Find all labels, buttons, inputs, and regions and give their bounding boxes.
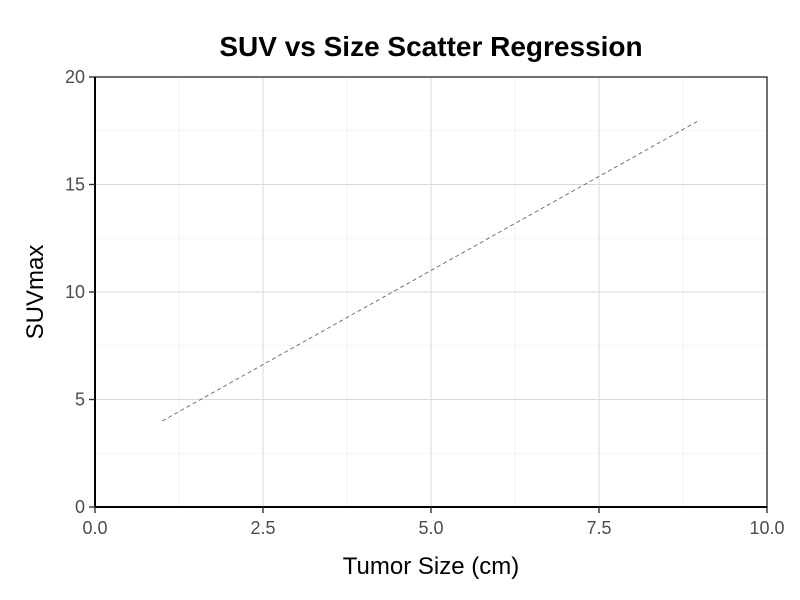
y-tick-label: 5	[75, 390, 85, 410]
x-tick-label: 7.5	[586, 518, 611, 538]
y-tick-label: 10	[65, 282, 85, 302]
regression-line	[161, 119, 701, 422]
y-tick-label: 15	[65, 175, 85, 195]
chart-title: SUV vs Size Scatter Regression	[219, 31, 642, 62]
axis-ticks: 0.0 2.5 5.0 7.5 10.0 0 5 10 15 20	[65, 67, 785, 538]
y-tick-label: 0	[75, 497, 85, 517]
x-axis-label: Tumor Size (cm)	[343, 553, 519, 580]
x-tick-label: 10.0	[749, 518, 784, 538]
y-tick-label: 20	[65, 67, 85, 87]
plot-data	[161, 119, 701, 422]
y-axis-label: SUVmax	[22, 245, 49, 340]
x-tick-label: 2.5	[250, 518, 275, 538]
x-tick-label: 5.0	[418, 518, 443, 538]
x-tick-label: 0.0	[82, 518, 107, 538]
